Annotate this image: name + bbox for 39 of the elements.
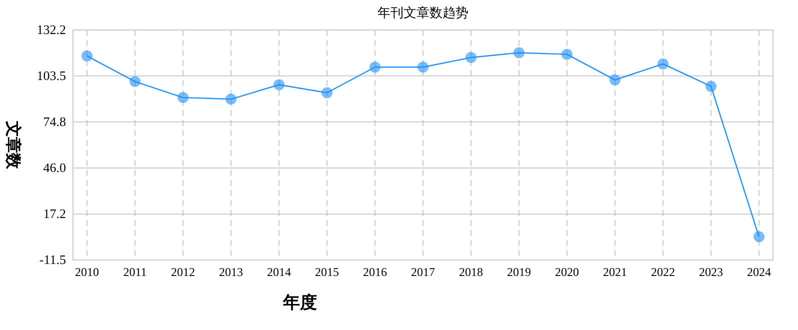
- point: [466, 52, 476, 64]
- point: [130, 76, 140, 88]
- x-tick-label: 2019: [507, 265, 531, 279]
- point: [370, 62, 380, 73]
- point: [706, 80, 716, 92]
- x-tick-label: 2014: [267, 265, 291, 279]
- point: [514, 47, 524, 58]
- point: [274, 79, 284, 90]
- y-axis-title: 文章数: [4, 120, 22, 170]
- y-tick-label: 74.8: [43, 114, 66, 129]
- point: [754, 231, 764, 242]
- x-tick-label: 2018: [459, 265, 483, 279]
- y-tick-label: 103.5: [36, 68, 66, 83]
- y-tick-label: 46.0: [43, 160, 66, 175]
- chart-title: 年刊文章数趋势: [378, 5, 468, 20]
- point: [322, 87, 332, 98]
- point: [178, 92, 188, 104]
- y-tick-label: 132.2: [36, 22, 66, 37]
- x-tick-label: 2015: [315, 265, 339, 279]
- x-tick-label: 2011: [123, 265, 147, 279]
- x-tick-label: 2012: [171, 265, 195, 279]
- x-tick-label: 2013: [219, 265, 243, 279]
- point: [610, 74, 620, 86]
- x-tick-label: 2017: [411, 265, 435, 279]
- x-tick-label: 2016: [363, 265, 387, 279]
- point: [418, 62, 428, 73]
- x-tick-label: 2023: [699, 265, 723, 279]
- point: [562, 48, 572, 60]
- y-tick-label: -11.5: [39, 252, 66, 267]
- x-tick-label: 2024: [747, 265, 771, 279]
- x-axis-title: 年度: [282, 293, 317, 312]
- point: [226, 94, 236, 105]
- y-tick-label: 17.2: [43, 206, 66, 222]
- point: [82, 50, 92, 62]
- x-tick-label: 2021: [603, 265, 627, 279]
- x-tick-label: 2022: [651, 265, 675, 279]
- x-tick-label: 2010: [75, 265, 99, 279]
- x-tick-label: 2020: [555, 265, 579, 279]
- point: [658, 58, 668, 70]
